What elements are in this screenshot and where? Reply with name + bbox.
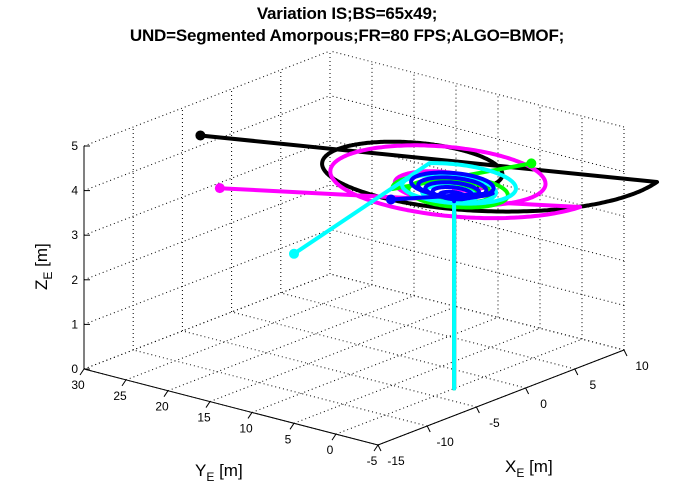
z-tick-label: 3 (71, 228, 78, 242)
grid-line (83, 139, 331, 236)
y-tick (289, 423, 295, 430)
series-end-marker-3 (526, 158, 537, 169)
grid-line (329, 95, 625, 173)
grid-line (251, 316, 499, 413)
grid-line (209, 306, 457, 403)
y-tick-label: 15 (197, 411, 211, 425)
x-tick (525, 387, 530, 395)
y-tick (163, 390, 169, 397)
chart-title-line-1: Variation IS;BS=65x49; (256, 4, 438, 23)
x-tick (426, 425, 431, 433)
grid-line (83, 228, 331, 325)
x-axis-label: XE [m] (505, 457, 553, 480)
grid-line (125, 284, 373, 381)
grid-line (293, 327, 541, 424)
series-line-5 (389, 170, 496, 204)
grid-line (167, 295, 415, 392)
y-axis-line (83, 368, 379, 446)
series-end-marker-5 (385, 194, 396, 205)
y-tick (331, 433, 337, 441)
z-axis-label: ZE [m] (32, 243, 55, 290)
chart-title-line-2: UND=Segmented Amorpous;FR=80 FPS;ALGO=BM… (129, 26, 565, 45)
series-line-1 (198, 133, 659, 391)
series-end-marker-2 (214, 183, 225, 194)
series-end-marker-1 (195, 130, 206, 141)
y-tick-label: 30 (71, 378, 85, 392)
x-tick (377, 444, 382, 452)
x-tick-label: -10 (437, 435, 455, 449)
x-tick (574, 368, 579, 376)
grid-line (83, 184, 331, 281)
z-tick-label: 5 (71, 139, 78, 153)
grid-line (280, 292, 575, 370)
grid-line (83, 50, 331, 147)
x-tick-label: 5 (589, 378, 596, 392)
grid-layer (83, 50, 625, 446)
y-tick-label: 25 (113, 389, 127, 403)
y-tick-label: 10 (239, 421, 253, 435)
grid-line (329, 50, 625, 128)
grid-line (329, 273, 625, 351)
y-tick (79, 368, 85, 376)
y-tick-label: 20 (155, 400, 169, 414)
axis-layer: -15 -10 -5 0 5 10 -5 0 5 10 15 20 25 30 0 1 2 3 4 5 (71, 139, 649, 468)
x-tick-label: -5 (489, 416, 500, 430)
y-tick (205, 401, 211, 408)
x-tick (475, 406, 480, 414)
grid-line (231, 311, 526, 389)
y-tick-label: 0 (327, 443, 334, 457)
y-tick-label: -5 (367, 454, 378, 468)
z-tick-label: 4 (71, 184, 78, 198)
z-tick-label: 2 (71, 273, 78, 287)
z-tick-label: 0 (71, 362, 78, 376)
x-tick (623, 349, 628, 357)
y-axis-label: YE [m] (195, 461, 243, 484)
grid-line (329, 228, 625, 306)
grid-line (83, 273, 331, 370)
series-layer (195, 130, 659, 391)
x-axis-line (377, 349, 625, 446)
y-tick (121, 379, 127, 387)
label-layer: XE [m] YE [m] ZE [m] (32, 243, 553, 484)
y-tick-label: 5 (285, 432, 292, 446)
x-tick-label: 10 (635, 359, 649, 373)
series-end-marker-4 (289, 248, 299, 259)
x-tick-label: -15 (387, 454, 405, 468)
z-tick-label: 1 (71, 317, 78, 331)
grid-line (329, 273, 625, 351)
x-tick-label: 0 (540, 397, 547, 411)
y-tick (247, 412, 253, 419)
grid-line (182, 330, 477, 408)
grid-line (335, 338, 583, 435)
y-tick (373, 444, 379, 452)
